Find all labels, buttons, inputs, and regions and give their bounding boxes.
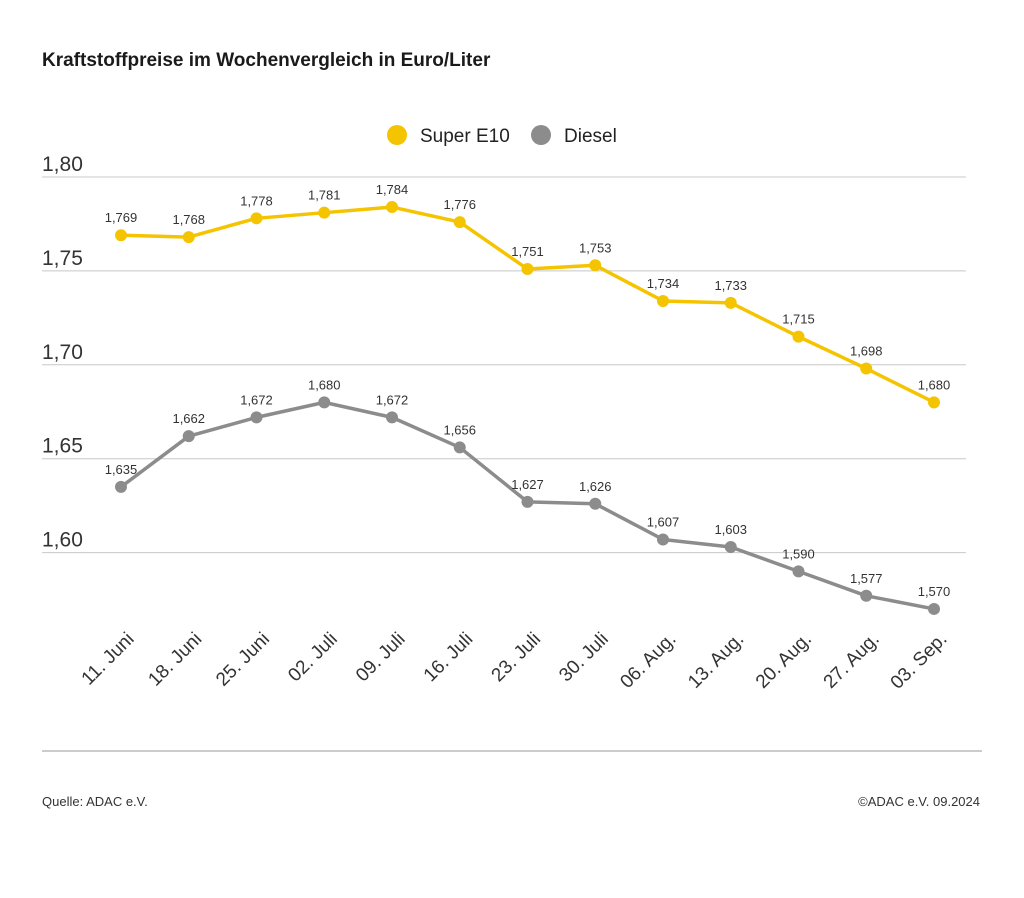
copyright-note: ©ADAC e.V. 09.2024	[858, 794, 980, 809]
x-tick-label: 02. Juli	[284, 629, 341, 686]
data-label: 1,680	[918, 377, 951, 392]
data-label: 1,635	[105, 462, 138, 477]
x-tick-label: 16. Juli	[420, 629, 477, 686]
legend-marker	[531, 125, 551, 145]
data-point	[724, 296, 737, 309]
data-label: 1,778	[240, 193, 273, 208]
legend-label: Super E10	[420, 126, 510, 147]
data-label: 1,781	[308, 188, 341, 203]
data-label: 1,577	[850, 571, 883, 586]
data-label: 1,656	[443, 422, 476, 437]
data-label: 1,734	[647, 276, 680, 291]
data-label: 1,784	[376, 182, 409, 197]
data-label: 1,753	[579, 240, 612, 255]
x-tick-label: 27. Aug.	[820, 629, 884, 693]
data-point	[386, 411, 398, 424]
x-tick-label: 13. Aug.	[684, 629, 748, 693]
data-point	[657, 294, 669, 307]
data-point	[724, 540, 737, 553]
x-tick-label: 30. Juli	[555, 629, 612, 686]
data-label: 1,768	[172, 212, 205, 227]
data-point	[589, 497, 602, 510]
x-tick-label: 03. Sep.	[887, 629, 952, 694]
data-point	[792, 565, 805, 578]
y-tick-label: 1,60	[42, 529, 83, 552]
chart-title: Kraftstoffpreise im Wochenvergleich in E…	[42, 50, 491, 71]
y-tick-label: 1,65	[42, 435, 83, 458]
data-label: 1,776	[443, 197, 476, 212]
data-point	[860, 589, 873, 602]
data-label: 1,751	[511, 244, 544, 259]
data-point	[453, 216, 466, 229]
x-tick-label: 25. Juni	[212, 629, 274, 691]
data-point	[657, 533, 669, 546]
legend-marker	[387, 125, 407, 145]
data-point	[318, 206, 331, 219]
data-point	[792, 330, 805, 343]
x-tick-label: 11. Juni	[78, 629, 139, 690]
data-point	[589, 259, 602, 272]
x-tick-label: 06. Aug.	[616, 629, 680, 693]
data-label: 1,662	[172, 411, 205, 426]
data-point	[250, 411, 263, 424]
y-tick-label: 1,75	[42, 247, 83, 270]
data-label: 1,680	[308, 377, 341, 392]
data-point	[318, 396, 331, 409]
data-point	[250, 212, 263, 225]
legend-label: Diesel	[564, 126, 617, 147]
data-point	[928, 602, 940, 615]
x-tick-label: 23. Juli	[488, 629, 545, 686]
data-label: 1,603	[714, 522, 747, 537]
data-point	[115, 480, 127, 493]
series-line	[119, 205, 936, 405]
data-label: 1,715	[782, 312, 815, 327]
data-point	[521, 263, 534, 276]
data-point	[182, 430, 195, 443]
y-tick-label: 1,70	[42, 341, 83, 364]
x-tick-label: 09. Juli	[352, 629, 409, 686]
source-note: Quelle: ADAC e.V.	[42, 794, 148, 809]
data-point	[182, 231, 195, 244]
data-point	[521, 495, 534, 508]
data-label: 1,627	[511, 477, 544, 492]
data-point	[860, 362, 873, 375]
data-label: 1,590	[782, 546, 815, 561]
data-point	[386, 201, 398, 214]
data-label: 1,672	[240, 392, 273, 407]
data-point	[928, 396, 940, 409]
data-label: 1,672	[376, 392, 409, 407]
data-point	[115, 229, 127, 242]
data-label: 1,769	[105, 210, 138, 225]
data-point	[453, 441, 466, 454]
x-tick-label: 20. Aug.	[752, 629, 816, 693]
data-label: 1,698	[850, 344, 883, 359]
x-tick-label: 18. Juni	[144, 629, 206, 691]
footer-divider	[42, 750, 982, 752]
data-label: 1,626	[579, 479, 612, 494]
line-chart: 1,60 1,65 1,70 1,75 1,80 Super E10 Diesel 1,769…	[42, 125, 966, 694]
y-tick-label: 1,80	[42, 153, 83, 176]
data-label: 1,733	[714, 278, 747, 293]
data-label: 1,607	[647, 514, 680, 529]
data-label: 1,570	[918, 584, 951, 599]
